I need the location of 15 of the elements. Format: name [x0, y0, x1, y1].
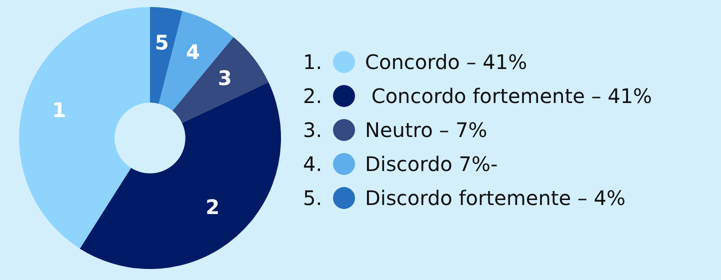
- text: 4.: [303, 152, 324, 176]
- legend-label: Concordo fortemente – 41%: [370, 84, 652, 108]
- text: 5: [154, 30, 169, 54]
- text: 4: [186, 40, 200, 64]
- legend-label: Concordo – 41%: [365, 50, 528, 74]
- legend-label: Discordo fortemente – 4%: [365, 186, 626, 210]
- legend-label: Discordo 7%-: [365, 152, 498, 176]
- text: 1: [52, 98, 66, 122]
- text: 3.: [303, 118, 324, 142]
- text: 5.: [303, 186, 324, 210]
- text: 2: [206, 195, 220, 220]
- text: 2.: [303, 84, 324, 108]
- text: 1.: [303, 50, 324, 74]
- legend-label: Neutro – 7%: [365, 118, 488, 142]
- text: 3: [218, 66, 232, 90]
